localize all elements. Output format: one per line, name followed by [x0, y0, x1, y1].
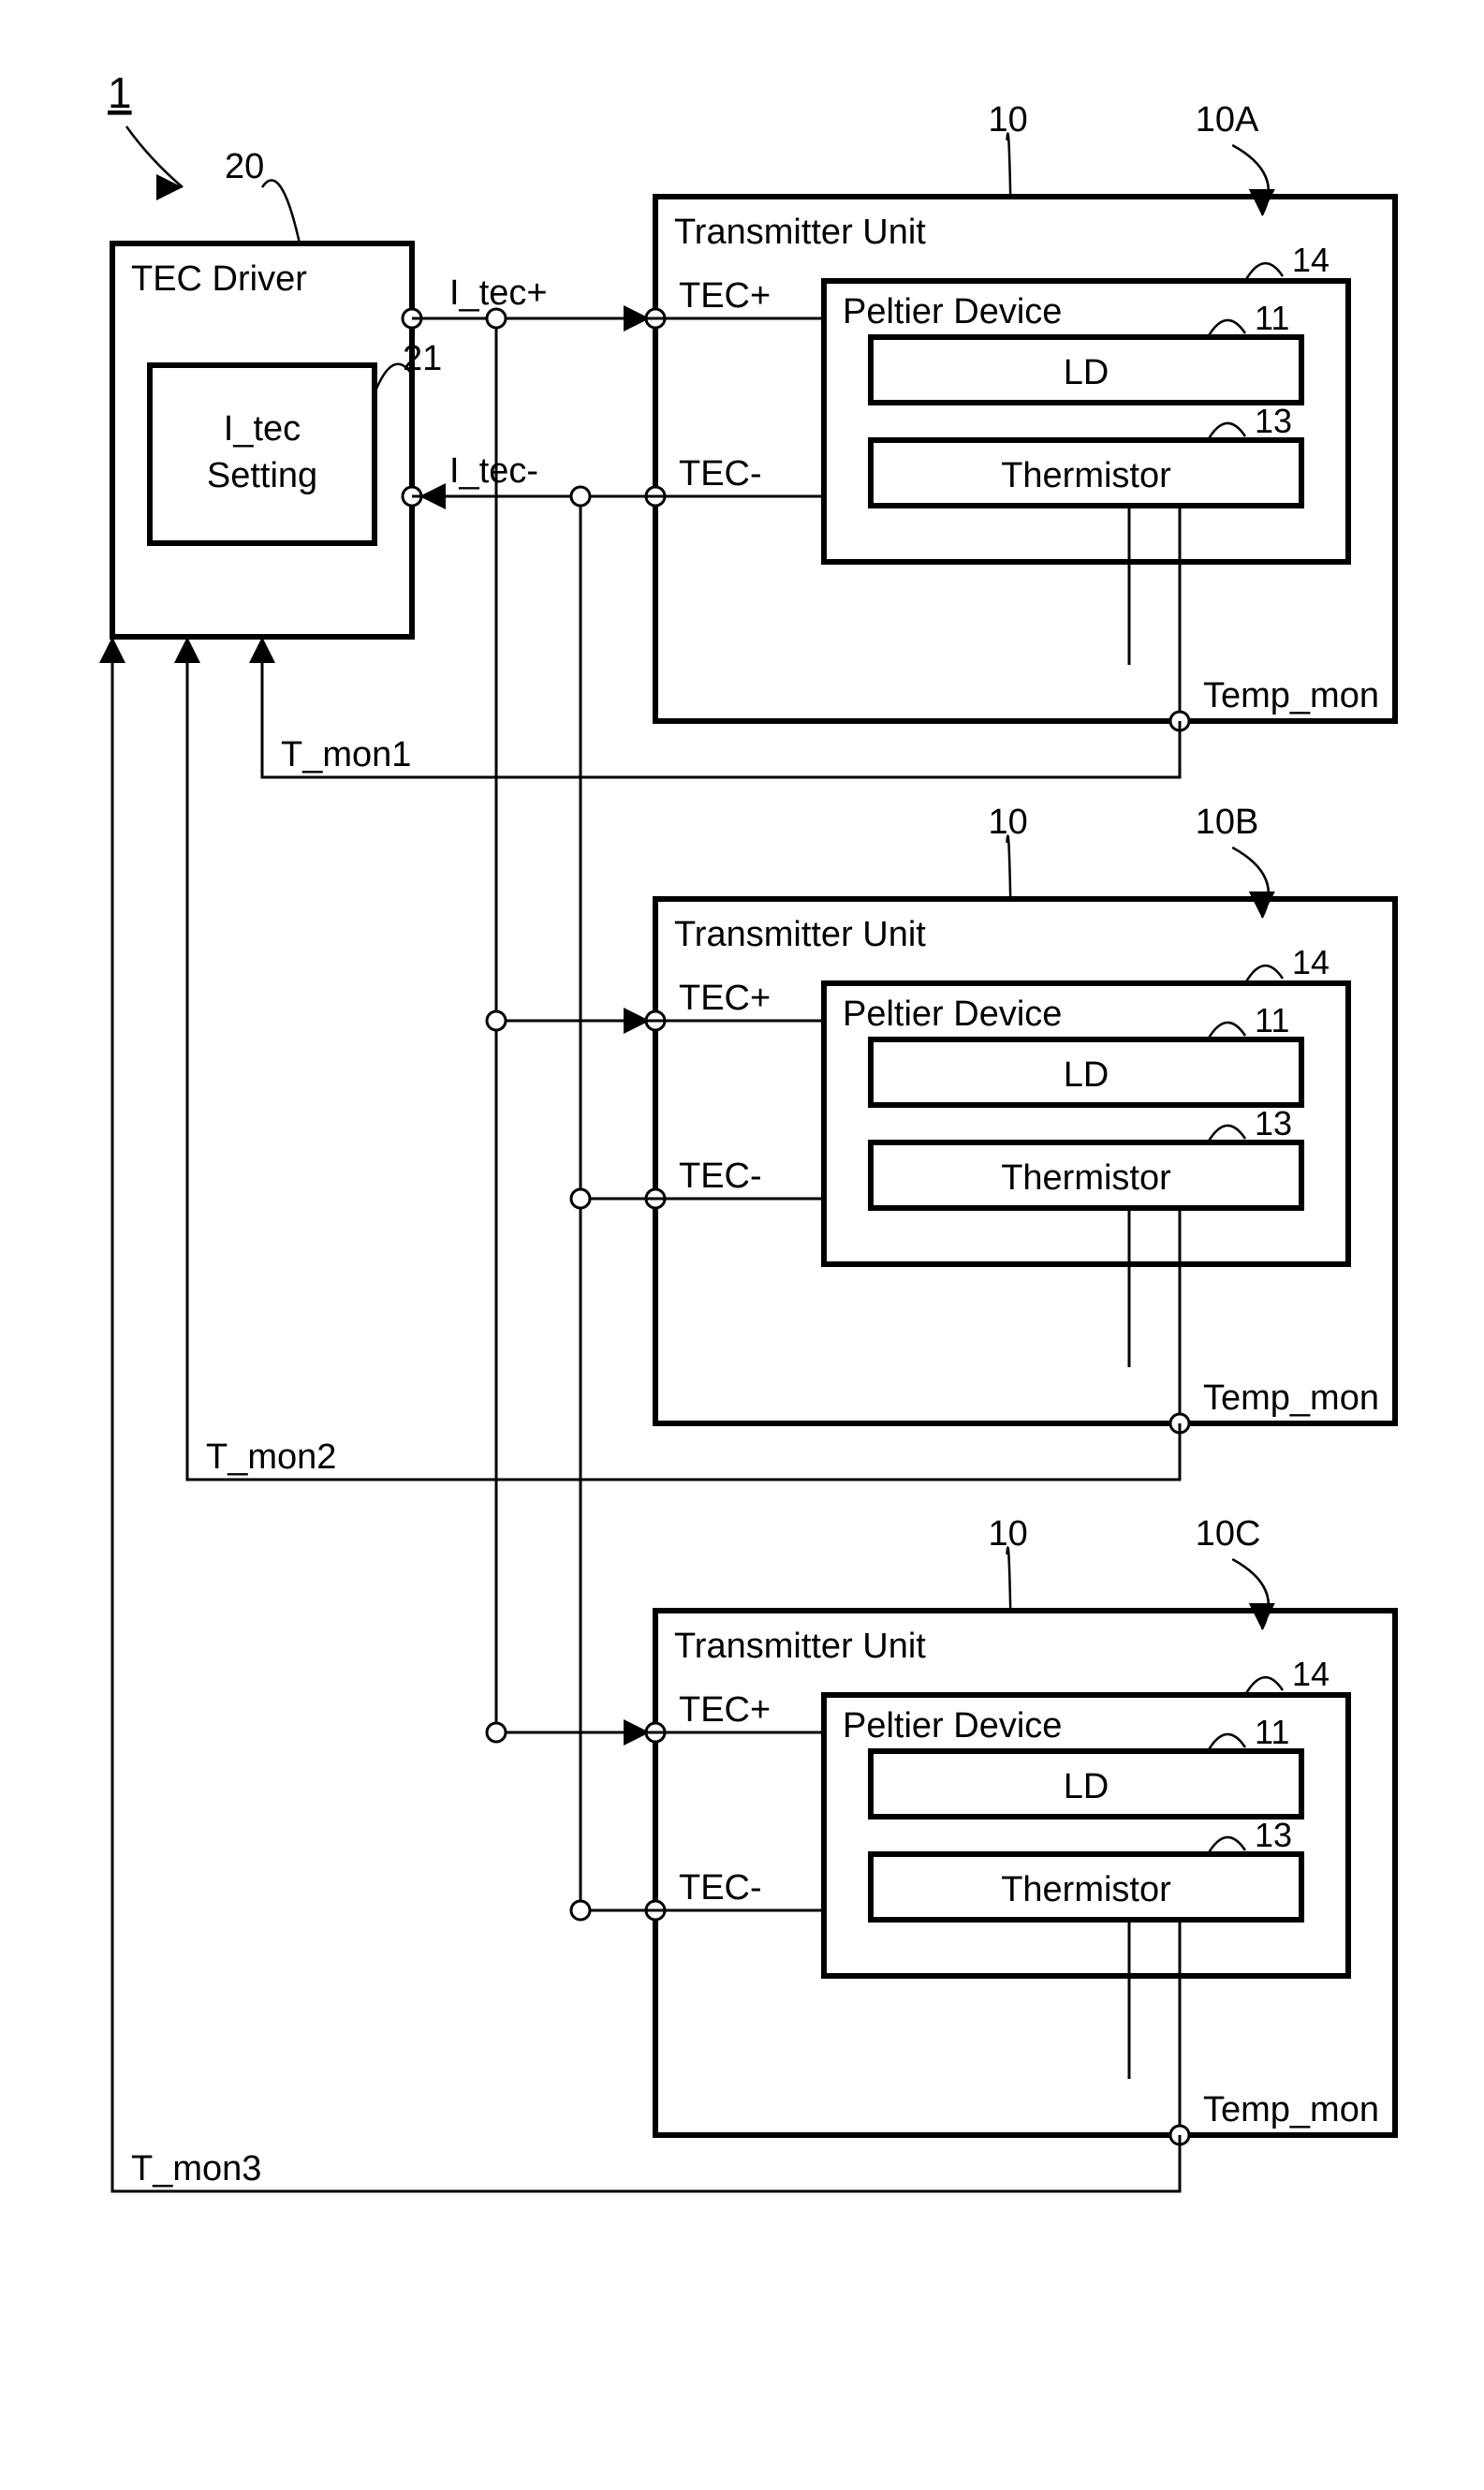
temp-mon-label: Temp_mon [1203, 2090, 1379, 2129]
block-diagram: 1 TEC Driver 20 I_tec Setting 21I_tec+ I_tec- T… [0, 0, 1484, 2490]
transmitter-unit-label: Transmitter Unit [674, 1627, 926, 1666]
tec-minus-label: TEC- [679, 1157, 762, 1196]
peltier-label: Peltier Device [843, 292, 1062, 332]
ref-14: 14 [1292, 943, 1330, 981]
ref-11: 11 [1255, 1001, 1289, 1039]
itec-setting-l1: I_tec [224, 409, 301, 449]
itec-setting-box [150, 365, 375, 543]
ref-14: 14 [1292, 1655, 1330, 1693]
ref-13: 13 [1255, 1816, 1292, 1854]
ld-label: LD [1064, 1767, 1109, 1806]
ref-10sub: 10C [1196, 1514, 1261, 1554]
ld-label: LD [1064, 1055, 1109, 1095]
thermistor-label: Thermistor [1001, 1870, 1171, 1909]
itec-setting-l2: Setting [207, 456, 317, 495]
thermistor-label: Thermistor [1001, 1158, 1171, 1198]
temp-mon-label: Temp_mon [1203, 1378, 1379, 1418]
tec-minus-label: TEC- [679, 454, 762, 494]
thermistor-label: Thermistor [1001, 456, 1171, 495]
tec-minus-label: TEC- [679, 1868, 762, 1908]
transmitter-unit-label: Transmitter Unit [674, 213, 926, 252]
tec-plus-label: TEC+ [679, 979, 771, 1018]
ref-13: 13 [1255, 1104, 1292, 1142]
tec-plus-label: TEC+ [679, 1690, 771, 1730]
label-itec-minus: I_tec- [449, 451, 538, 491]
ref-13: 13 [1255, 402, 1292, 440]
ref-11: 11 [1255, 299, 1289, 337]
ref-10sub: 10B [1196, 803, 1259, 842]
peltier-label: Peltier Device [843, 995, 1062, 1034]
ref-system: 1 [108, 68, 132, 117]
label-itec-plus: I_tec+ [449, 273, 548, 313]
ref-11: 11 [1255, 1713, 1289, 1751]
transmitter-unit-label: Transmitter Unit [674, 915, 926, 954]
tec-plus-label: TEC+ [679, 276, 771, 316]
ref-14: 14 [1292, 241, 1330, 279]
temp-mon-label: Temp_mon [1203, 676, 1379, 715]
tec-driver-label: TEC Driver [131, 259, 307, 299]
tmon-label: T_mon1 [281, 735, 411, 774]
ref-10sub: 10A [1196, 100, 1259, 140]
ref-20: 20 [225, 147, 264, 186]
ref-21: 21 [403, 339, 442, 378]
tmon-label: T_mon3 [131, 2149, 261, 2188]
tmon-label: T_mon2 [206, 1437, 336, 1477]
peltier-label: Peltier Device [843, 1706, 1062, 1746]
ld-label: LD [1064, 353, 1109, 392]
